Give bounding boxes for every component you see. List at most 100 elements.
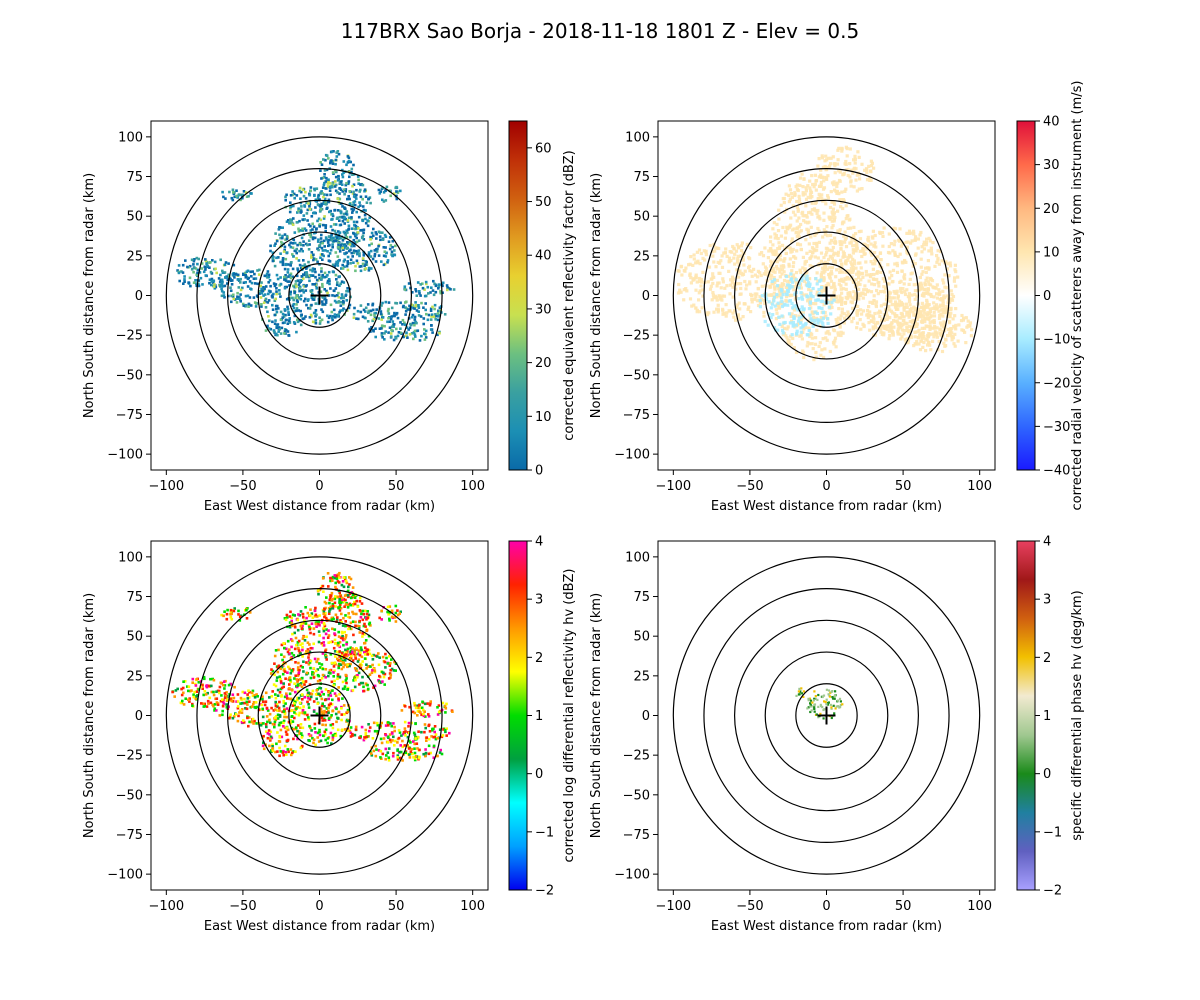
range-ring-40km xyxy=(257,651,382,780)
y-tick-label: −100 xyxy=(107,448,143,463)
x-tick-label: 100 xyxy=(967,479,992,494)
colorbar-reflectivity xyxy=(508,120,528,471)
y-tick-label: −100 xyxy=(614,448,650,463)
radar-location-marker xyxy=(310,706,329,725)
x-tick-label: 50 xyxy=(895,479,912,494)
y-tick-label: −100 xyxy=(614,868,650,883)
radar-field-reflectivity xyxy=(176,150,456,342)
x-tick-label: −100 xyxy=(148,479,184,494)
colorbar-tick-label: 2 xyxy=(1043,651,1051,666)
colorbar-tick-label: −30 xyxy=(1043,420,1070,435)
y-tick-label: 75 xyxy=(126,590,143,605)
range-ring-100km xyxy=(672,556,981,875)
radar-location-marker xyxy=(817,286,836,305)
range-ring-20km xyxy=(288,683,351,748)
x-tick-label: 100 xyxy=(967,899,992,914)
x-axis-label: East West distance from radar (km) xyxy=(711,919,942,934)
y-tick-label: 25 xyxy=(126,669,143,684)
colorbar-differential_reflectivity xyxy=(508,540,528,891)
colorbar-tick-label: −1 xyxy=(535,825,554,840)
colorbar-tick-label: 10 xyxy=(535,410,552,425)
colorbar-tick-label: 20 xyxy=(1043,202,1060,217)
y-tick-label: −50 xyxy=(623,368,650,383)
range-ring-40km xyxy=(257,231,382,360)
panel-3: −100 −50 0 50 100 −100 −75 −50 −25 0 25 50 75 100 East… xyxy=(82,535,577,935)
y-tick-label: −50 xyxy=(623,788,650,803)
colorbar-tick-label: 1 xyxy=(1043,709,1051,724)
x-tick-label: 50 xyxy=(388,899,405,914)
x-tick-label: 0 xyxy=(822,899,830,914)
colorbar-tick-label: 10 xyxy=(1043,245,1060,260)
panel-2: −100 −50 0 50 100−100−75−50−250255075100East… xyxy=(589,81,1085,514)
x-tick-label: −50 xyxy=(229,479,256,494)
panels: −100 −50 0 50 100−100−75−50−250255075100East… xyxy=(82,81,1085,934)
y-tick-label: −25 xyxy=(116,749,143,764)
x-axis-label: East West distance from radar (km) xyxy=(204,919,435,934)
x-tick-label: 100 xyxy=(460,479,485,494)
y-tick-label: −75 xyxy=(623,828,650,843)
x-tick-label: 50 xyxy=(895,899,912,914)
y-tick-label: 50 xyxy=(633,210,650,225)
y-tick-label: 50 xyxy=(633,630,650,645)
colorbar-tick-label: 40 xyxy=(535,249,552,264)
y-tick-label: 0 xyxy=(135,709,143,724)
x-axis-label: East West distance from radar (km) xyxy=(711,499,942,514)
y-tick-label: 25 xyxy=(633,249,650,264)
range-ring-80km xyxy=(196,167,443,424)
colorbar-tick-label: 4 xyxy=(1043,535,1051,550)
y-tick-label: 75 xyxy=(633,170,650,185)
colorbar-velocity xyxy=(1016,120,1036,471)
colorbar-tick-label: 50 xyxy=(535,195,552,210)
x-tick-label: 0 xyxy=(315,479,323,494)
y-tick-label: 100 xyxy=(118,130,143,145)
radar-field-velocity xyxy=(676,145,974,362)
x-tick-label: −100 xyxy=(148,899,184,914)
colorbar-tick-label: −20 xyxy=(1043,376,1070,391)
y-tick-label: −75 xyxy=(623,408,650,423)
y-tick-label: −100 xyxy=(107,868,143,883)
y-tick-label: 25 xyxy=(633,669,650,684)
colorbar-tick-label: −10 xyxy=(1043,333,1070,348)
radar-field-differential_reflectivity xyxy=(171,571,454,762)
y-tick-label: 100 xyxy=(625,130,650,145)
x-tick-label: −100 xyxy=(655,479,691,494)
colorbar-tick-label: 4 xyxy=(535,535,543,550)
y-tick-label: −25 xyxy=(116,329,143,344)
x-tick-label: −100 xyxy=(655,899,691,914)
range-ring-100km xyxy=(672,136,981,455)
range-ring-20km xyxy=(795,683,858,748)
range-ring-40km xyxy=(764,231,889,360)
y-tick-label: −50 xyxy=(116,368,143,383)
colorbar-tick-label: 0 xyxy=(1043,289,1051,304)
y-axis-label: North South distance from radar (km) xyxy=(589,173,604,418)
colorbar-label: corrected log differential reflectivity … xyxy=(562,569,577,863)
radar-field-specific_differential_phase xyxy=(795,687,844,720)
range-ring-80km xyxy=(703,587,950,844)
y-tick-label: −25 xyxy=(623,329,650,344)
range-ring-80km xyxy=(703,167,950,424)
y-axis-label: North South distance from radar (km) xyxy=(589,593,604,838)
colorbar-tick-label: −2 xyxy=(1043,884,1062,899)
panel-1: −100 −50 0 50 100−100−75−50−250255075100East… xyxy=(82,120,577,514)
y-tick-label: 50 xyxy=(126,630,143,645)
y-tick-label: 0 xyxy=(135,289,143,304)
colorbar-label: corrected equivalent reflectivity factor… xyxy=(562,150,577,441)
colorbar-tick-label: −1 xyxy=(1043,825,1062,840)
y-tick-label: 75 xyxy=(633,590,650,605)
colorbar-tick-label: 2 xyxy=(535,651,543,666)
x-tick-label: 0 xyxy=(822,479,830,494)
x-tick-label: −50 xyxy=(736,899,763,914)
colorbar-tick-label: 1 xyxy=(535,709,543,724)
y-tick-label: 0 xyxy=(642,289,650,304)
range-ring-100km xyxy=(165,136,474,455)
colorbar-label: specific differential phase hv (deg/km) xyxy=(1070,590,1085,840)
colorbar-tick-label: 0 xyxy=(535,464,543,479)
colorbar-tick-label: 40 xyxy=(1043,115,1060,130)
range-ring-100km xyxy=(165,556,474,875)
colorbar-tick-label: 30 xyxy=(535,302,552,317)
range-ring-20km xyxy=(795,263,858,328)
x-tick-label: −50 xyxy=(229,899,256,914)
colorbar-tick-label: −40 xyxy=(1043,464,1070,479)
panel-4: −100 −50 0 50 100 −100 −75 −50 −25 0 25 50 75 100 East… xyxy=(589,535,1085,935)
range-ring-60km xyxy=(733,199,920,392)
